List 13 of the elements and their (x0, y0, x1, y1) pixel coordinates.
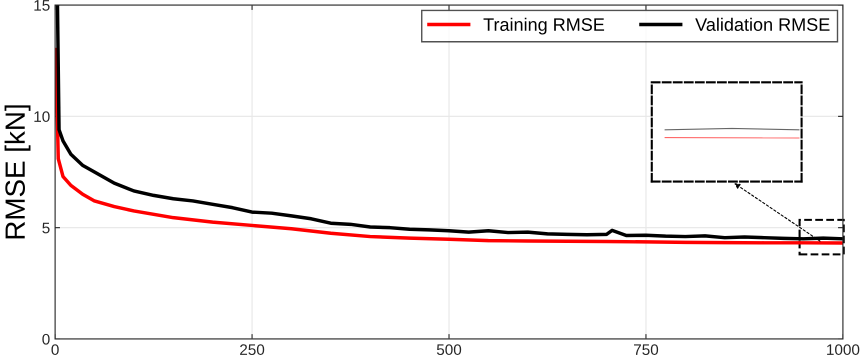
legend-label: Training RMSE (484, 18, 604, 35)
x-tick-label: 0 (51, 344, 59, 356)
x-tick-label: 1000 (827, 344, 860, 356)
legend-label: Validation RMSE (695, 18, 830, 31)
line-series (55, 48, 843, 245)
x-tick-label: 250 (240, 344, 264, 356)
y-tick-label: 15 (34, 0, 50, 11)
y-axis-title: RMSE [kN] (4, 105, 30, 238)
y-tick-label: 10 (34, 111, 50, 122)
x-tick-label: 500 (436, 344, 462, 356)
y-tick-label: 0 (42, 334, 50, 345)
x-tick-label: 750 (634, 344, 658, 356)
y-tick-label: 5 (42, 222, 50, 234)
